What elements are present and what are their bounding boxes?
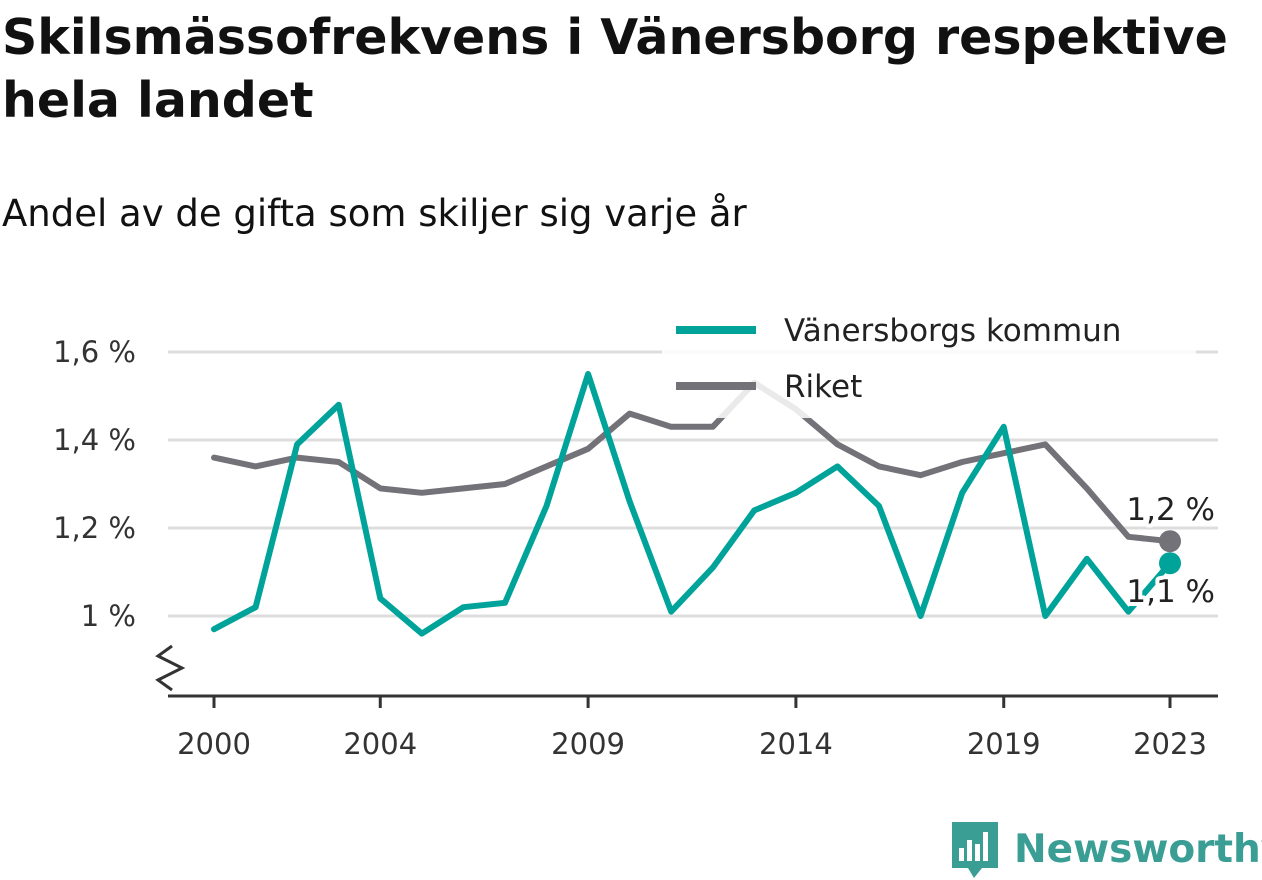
end-marker-0: [1159, 552, 1181, 575]
y-tick-label: 1,2 %: [53, 511, 136, 545]
legend-label-1: Riket: [784, 369, 862, 405]
brand-name: Newsworthy: [1014, 826, 1262, 872]
end-label-0: 1,1 %: [1126, 574, 1215, 610]
legend: Vänersborgs kommun Riket: [662, 308, 1196, 418]
y-tick-label: 1,4 %: [53, 423, 136, 457]
x-tick-label: 2023: [1133, 727, 1207, 761]
chart-title: Skilsmässofrekvens i Vänersborg respekti…: [2, 9, 1228, 129]
x-tick-label: 2009: [551, 727, 625, 761]
end-label-halo-0: 1,1 %: [1126, 574, 1215, 610]
legend-label-0: Vänersborgs kommun: [784, 313, 1121, 349]
x-tick-label: 2014: [759, 727, 833, 761]
y-tick-label: 1,6 %: [53, 335, 136, 369]
newsworthy-brand: Newsworthy: [950, 818, 1262, 880]
x-tick-label: 2019: [967, 727, 1041, 761]
axis-break-icon: [155, 644, 186, 692]
series-lines: [211, 371, 1173, 637]
x-tick-label: 2004: [343, 727, 417, 761]
chart-subtitle: Andel av de gifta som skiljer sig varje …: [2, 192, 747, 235]
x-tick-label: 2000: [177, 727, 251, 761]
axes: 1 % 1,2 % 1,4 % 1,6 % 2000 2004 2009 2014 2019 20…: [53, 335, 1218, 761]
bar-chart-speech-bubble-icon: [952, 822, 998, 878]
series-line-0: [211, 371, 1173, 637]
end-label-1: 1,2 %: [1126, 492, 1215, 528]
end-label-halo-1: 1,2 %: [1126, 492, 1215, 528]
end-marker-1: [1159, 530, 1181, 553]
y-tick-label: 1 %: [81, 599, 136, 633]
end-markers: 1,1 %1,1 %1,2 %1,2 %: [1122, 488, 1219, 614]
